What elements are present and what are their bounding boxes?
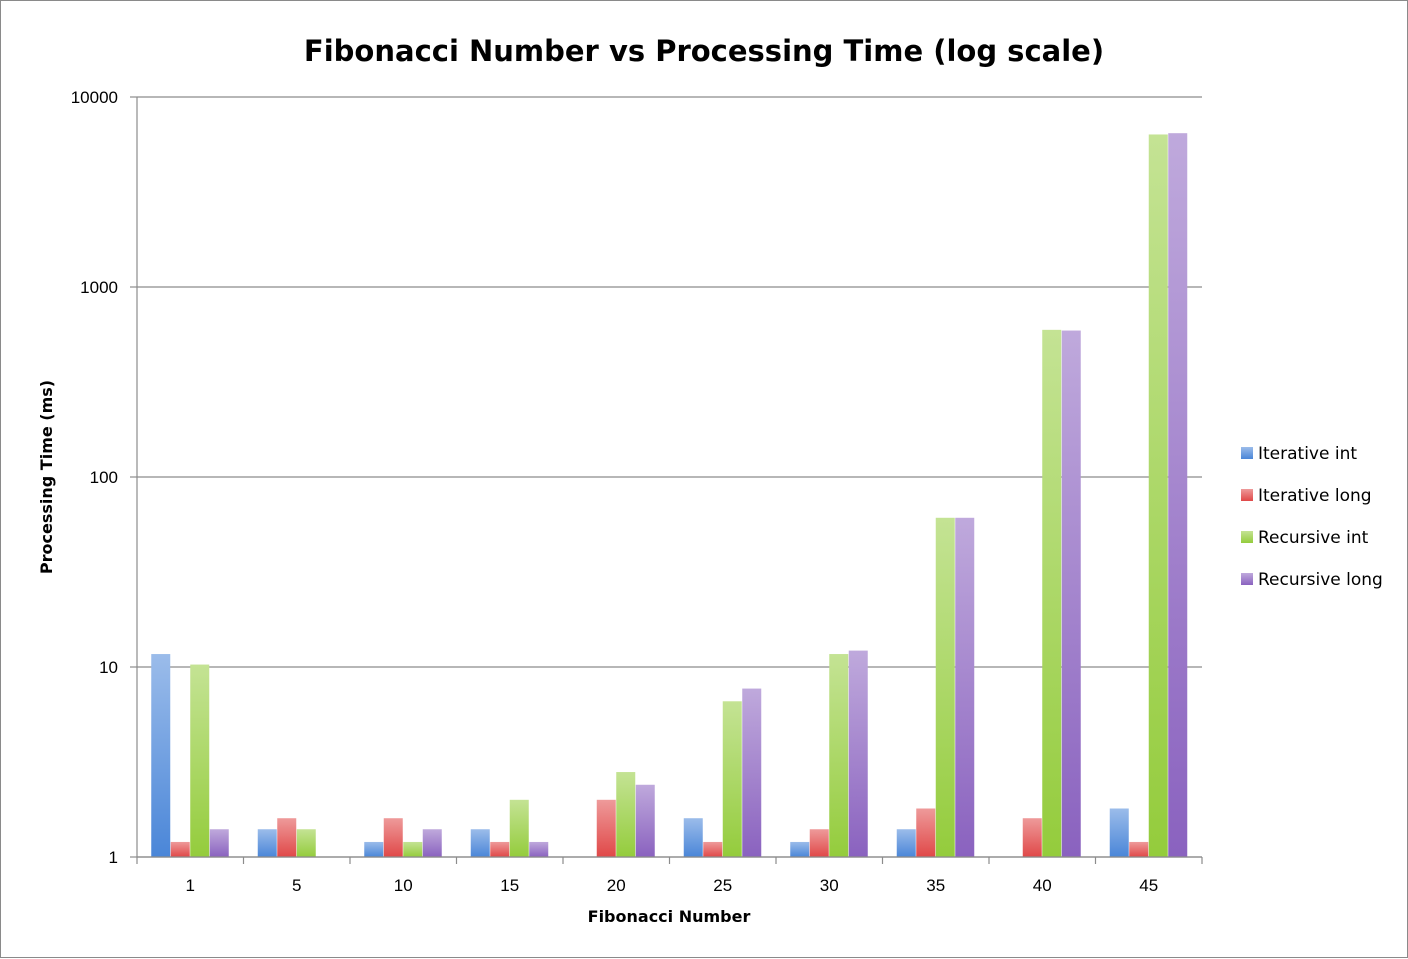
legend-label: Recursive int <box>1258 528 1369 548</box>
bar-recursive-long <box>422 829 442 857</box>
bar-recursive-long <box>635 784 655 857</box>
legend-swatch <box>1241 447 1253 459</box>
x-tick-label: 15 <box>500 876 519 895</box>
y-axis-ticks: 1 10 100 1000 10000 <box>71 88 137 867</box>
bar-iterative-long <box>1129 841 1149 857</box>
legend-label: Recursive long <box>1258 570 1383 590</box>
y-axis-title: Processing Time (ms) <box>37 380 56 574</box>
bars <box>151 133 1188 858</box>
bar-recursive-int <box>616 772 636 857</box>
bar-recursive-long <box>848 650 868 857</box>
bar-iterative-long <box>170 841 190 857</box>
bar-iterative-long <box>703 841 723 857</box>
x-tick-label: 30 <box>820 876 839 895</box>
x-axis-ticks: 1 5 10 15 20 25 30 35 40 45 <box>136 857 1203 895</box>
bar-recursive-int <box>722 701 742 857</box>
bar-iterative-long <box>1022 818 1042 857</box>
bar-recursive-long <box>1168 133 1188 857</box>
bar-recursive-int <box>403 841 423 857</box>
legend-label: Iterative long <box>1258 486 1372 506</box>
chart-title: Fibonacci Number vs Processing Time (log… <box>304 34 1104 68</box>
bar-recursive-long <box>1061 330 1081 858</box>
bar-recursive-int <box>1042 329 1062 857</box>
legend-label: Iterative int <box>1258 444 1357 464</box>
bar-iterative-int <box>683 818 703 857</box>
bar-iterative-long <box>383 818 403 857</box>
bar-recursive-int <box>509 799 529 857</box>
bar-recursive-int <box>1148 134 1168 857</box>
y-tick-label: 100 <box>90 468 118 487</box>
x-tick-label: 35 <box>926 876 945 895</box>
bar-iterative-long <box>809 829 829 857</box>
bar-iterative-int <box>1109 808 1129 857</box>
x-tick-label: 10 <box>394 876 413 895</box>
x-tick-label: 40 <box>1033 876 1052 895</box>
bar-iterative-int <box>790 841 810 857</box>
legend-swatch <box>1241 489 1253 501</box>
bar-iterative-long <box>596 799 616 857</box>
y-tick-label: 1000 <box>80 278 118 297</box>
bar-iterative-long <box>916 808 936 857</box>
bar-iterative-int <box>151 654 171 857</box>
legend-swatch <box>1241 531 1253 543</box>
x-tick-label: 1 <box>186 876 195 895</box>
bar-recursive-int <box>935 517 955 857</box>
bar-iterative-long <box>277 818 297 857</box>
legend-swatch <box>1241 573 1253 585</box>
bar-recursive-long <box>742 688 762 857</box>
bar-recursive-int <box>829 654 849 857</box>
legend: Iterative int Iterative long Recursive int… <box>1241 444 1383 590</box>
y-tick-label: 10 <box>99 658 118 677</box>
bar-recursive-long <box>955 517 975 857</box>
bar-recursive-long <box>209 829 229 857</box>
bar-iterative-long <box>490 841 510 857</box>
x-axis-title: Fibonacci Number <box>588 907 751 926</box>
x-tick-label: 5 <box>292 876 301 895</box>
x-tick-label: 45 <box>1139 876 1158 895</box>
x-tick-label: 20 <box>607 876 626 895</box>
bar-iterative-int <box>257 829 277 857</box>
bar-iterative-int <box>470 829 490 857</box>
y-tick-label: 1 <box>109 848 118 867</box>
bar-recursive-int <box>296 829 316 857</box>
bar-recursive-int <box>190 664 210 857</box>
bar-iterative-int <box>896 829 916 857</box>
bar-iterative-int <box>364 841 384 857</box>
bar-recursive-long <box>529 841 549 857</box>
y-tick-label: 10000 <box>71 88 118 107</box>
x-tick-label: 25 <box>713 876 732 895</box>
